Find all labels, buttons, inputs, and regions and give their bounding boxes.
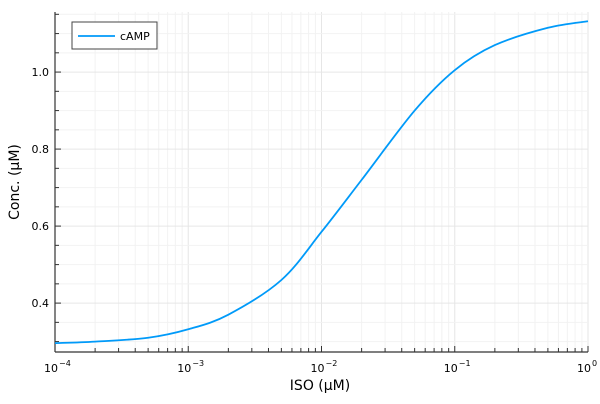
y-tick-label: 0.4 bbox=[32, 297, 50, 310]
x-tick-exponent: −1 bbox=[459, 359, 471, 368]
x-tick-label: 10 bbox=[577, 362, 591, 375]
y-axis-label: Conc. (μM) bbox=[7, 144, 23, 220]
x-tick-label: 10 bbox=[311, 362, 325, 375]
y-tick-label: 0.8 bbox=[32, 143, 50, 156]
x-tick-exponent: −4 bbox=[59, 359, 71, 368]
x-tick-exponent: 0 bbox=[592, 359, 597, 368]
x-tick-exponent: −2 bbox=[326, 359, 338, 368]
y-tick-label: 1.0 bbox=[32, 66, 50, 79]
legend-label: cAMP bbox=[120, 30, 150, 43]
x-tick-label: 10 bbox=[44, 362, 58, 375]
x-tick-label: 10 bbox=[177, 362, 191, 375]
grid bbox=[54, 12, 589, 352]
x-tick-exponent: −3 bbox=[192, 359, 204, 368]
axes: 0.40.60.81.010 −4 10 −3 10 −2 10 −1 10 0 bbox=[32, 12, 597, 375]
y-tick-label: 0.6 bbox=[32, 220, 50, 233]
series-line-camp bbox=[54, 20, 589, 345]
x-axis-label: ISO (μM) bbox=[290, 378, 350, 394]
legend: cAMP bbox=[71, 21, 158, 50]
x-tick-label: 10 bbox=[444, 362, 458, 375]
